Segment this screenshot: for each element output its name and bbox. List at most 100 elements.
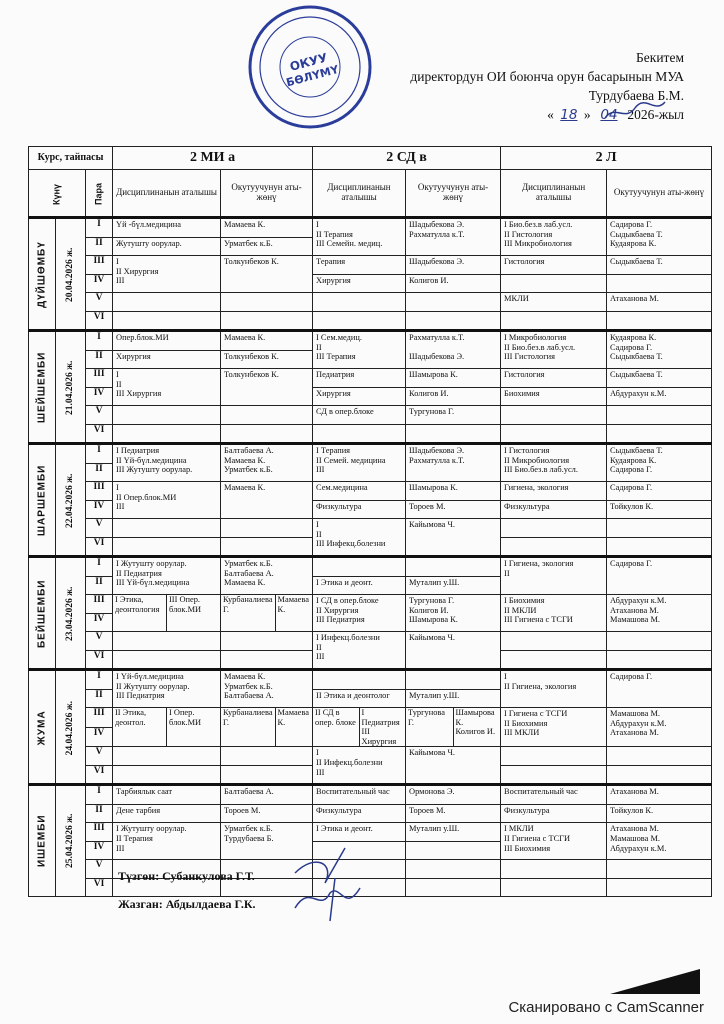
schedule-row: БЕЙШЕМБИ 23.04.2026 ж. I I Жутушту оорулар.…	[28, 555, 713, 670]
day-date: 20.04.2026 ж.	[55, 217, 86, 331]
group-header: 2 СД в	[312, 146, 502, 170]
teacher-cell: Кайымова Ч.	[405, 518, 502, 557]
teacher-cell: Урматбек к.Б. Балтабаева А. Мамаева К.	[220, 555, 314, 595]
para-number: I	[84, 442, 114, 464]
teacher-cell: Атаханова М.	[606, 783, 713, 805]
discipline-cell: I II III Инфекц.болезни	[312, 518, 407, 557]
discipline-cell-part: I Этика, деонтология	[114, 595, 168, 631]
discipline-cell: I Биохимия II МКЛИ III Гигиена с ТСГИ	[500, 594, 608, 632]
discipline-cell	[112, 423, 222, 444]
discipline-cell	[312, 668, 407, 690]
teacher-cell: Кайымова Ч.	[405, 631, 502, 670]
schedule-row: III I II III Хирургия Толкунбеков К. Педиат…	[29, 368, 713, 406]
discipline-cell-part: II СД в опер. блоке	[314, 708, 360, 746]
teacher-cell: Толкунбеков К.	[220, 255, 314, 293]
teacher-cell: Шадыбекова Э. Рахматулла к.Т.	[405, 442, 502, 482]
teacher-cell	[606, 877, 713, 898]
teacher-cell: Балтабаева А.	[220, 783, 314, 805]
para-number: IV	[84, 386, 114, 406]
para-number: III	[84, 255, 114, 275]
discipline-cell-split: II Этика, деонтол. I Опер. блок.МИ	[114, 708, 220, 746]
schedule-row: IV Хирургия Колигов И.	[29, 273, 713, 293]
teacher-cell: Сыдыкбаева Т.	[606, 255, 713, 275]
discipline-cell: I Жутушту оорулар. II Педиатрия III Үй-б…	[112, 555, 222, 595]
discipline-cell: Педиатрия	[312, 368, 407, 388]
discipline-cell: Физкультура	[500, 499, 608, 519]
teacher-cell	[220, 764, 314, 786]
teacher-cell	[220, 649, 314, 670]
discipline-cell: I II III Хирургия	[112, 368, 222, 406]
discipline-cell: Тарбиялык саат	[112, 783, 222, 805]
discipline-cell: II Этика, деонтол. I Опер. блок.МИ	[112, 706, 222, 748]
day-name: ШАРШЕМБИ	[28, 443, 56, 557]
schedule-row: V I II III Инфекц.болезни Кайымова Ч.	[29, 518, 713, 557]
discipline-cell: Хирургия	[112, 349, 222, 369]
schedule-body: ДҮЙШӨМБҮ 20.04.2026 ж. I Үй -бүл.медицина Ма…	[28, 216, 713, 898]
para-number: II	[84, 803, 114, 824]
discipline-label: Дисциплинанын аталышы	[112, 169, 222, 218]
approval-year: 2026-жыл	[627, 107, 684, 122]
teacher-cell	[606, 649, 713, 670]
course-label: Курс, тайпасы	[27, 146, 114, 170]
teacher-cell: Садирова Г.	[606, 668, 713, 708]
discipline-cell: I Этика и деонт.	[312, 575, 407, 595]
footer: Түзгөн: Субанкулова Г.Т. Жазган: Абдылда…	[118, 862, 256, 918]
teacher-cell	[606, 859, 713, 879]
schedule-row: ДҮЙШӨМБҮ 20.04.2026 ж. I Үй -бүл.медицина Ма…	[28, 216, 713, 331]
teacher-label: Окутуучунун аты-жөнү	[606, 169, 713, 218]
group-header: 2 Л	[500, 146, 713, 170]
teacher-cell: Тургунова Г.	[405, 405, 502, 425]
discipline-cell: I Гистология II Микробиология III Био.бе…	[500, 442, 608, 482]
discipline-cell: I II Опер.блок.МИ III	[112, 481, 222, 519]
discipline-cell	[312, 310, 407, 331]
discipline-cell: I II Хирургия III	[112, 255, 222, 293]
day-date: 21.04.2026 ж.	[55, 330, 86, 444]
schedule-row: V СД в опер.блоке Тургунова Г.	[29, 405, 713, 425]
discipline-cell: Гистология	[500, 255, 608, 275]
schedule-row: III I Этика, деонтология III Опер. блок.МИ…	[29, 594, 713, 632]
teacher-cell: Шамырова К.	[405, 481, 502, 501]
para-number: II	[84, 575, 114, 595]
para-number: VI	[84, 877, 114, 898]
discipline-cell: I Инфекц.болезни II III	[312, 631, 407, 670]
teacher-cell-part: Мамаева К.	[277, 595, 309, 614]
camscanner-mark	[610, 969, 700, 994]
day-date: 24.04.2026 ж.	[55, 669, 86, 785]
teacher-cell: Тороев М.	[405, 499, 502, 519]
discipline-cell	[112, 518, 222, 538]
day-name: ШЕЙШЕМБИ	[28, 330, 56, 444]
approval-month: 04	[600, 107, 618, 123]
discipline-cell	[312, 555, 407, 577]
compiled-by: Түзгөн: Субанкулова Г.Т.	[118, 869, 255, 883]
day-date: 25.04.2026 ж.	[55, 784, 86, 897]
approval-date: «18» 04 2026-жыл	[547, 107, 684, 123]
discipline-cell	[112, 292, 222, 312]
teacher-cell	[606, 423, 713, 444]
teacher-cell: Колигов И.	[405, 273, 502, 293]
schedule-row: V I II Инфекц.болезни III Кайымова Ч.	[29, 746, 713, 786]
discipline-cell: I Терапия II Семей. медицина III	[312, 442, 407, 482]
teacher-label: Окутуучунун аты-жөнү	[220, 169, 314, 218]
para-number: VI	[84, 423, 114, 444]
discipline-cell: Терапия	[312, 255, 407, 275]
schedule-row: IV	[29, 840, 712, 861]
teacher-cell-split: Курбаналиева Г. Мамаева К.	[222, 595, 312, 631]
teacher-cell: Балтабаева А. Мамаева К. Урматбек к.Б.	[220, 442, 314, 482]
teacher-cell-split: Тургунова Г. Шамырова К. Колигов И.	[407, 708, 500, 746]
para-number: V	[84, 405, 114, 425]
schedule-row: VI	[29, 536, 713, 557]
discipline-cell: Сем.медицина	[312, 481, 407, 501]
schedule-table: Курс, тайпасы 2 МИ а 2 СД в 2 Л Күнү Пар…	[27, 146, 713, 898]
teacher-cell: Мамаева К.	[220, 481, 314, 519]
teacher-cell: Садирова Г.	[606, 555, 713, 595]
discipline-cell	[112, 310, 222, 331]
para-number: I	[84, 668, 114, 690]
teacher-cell	[220, 518, 314, 538]
discipline-label: Дисциплинанын аталышы	[312, 169, 407, 218]
discipline-cell	[112, 649, 222, 670]
discipline-cell: Хирургия	[312, 273, 407, 293]
teacher-cell	[220, 405, 314, 425]
discipline-cell: I Гигиена, экология II	[500, 555, 608, 595]
discipline-cell	[500, 631, 608, 651]
